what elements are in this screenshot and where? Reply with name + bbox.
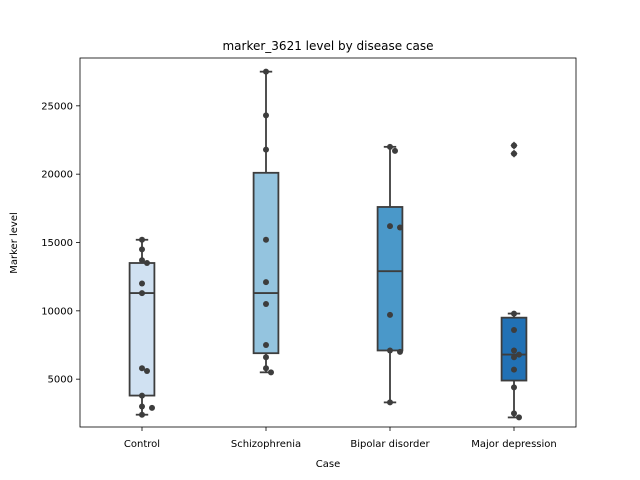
data-point <box>516 414 522 421</box>
plot-frame <box>79 57 577 428</box>
data-point <box>387 399 393 406</box>
data-point <box>511 326 517 333</box>
box-2 <box>376 206 404 352</box>
x-tick-label: Major depression <box>471 439 557 450</box>
y-tick-label: 10000 <box>41 306 73 317</box>
data-point <box>387 143 393 150</box>
data-point <box>139 246 145 253</box>
data-point <box>511 150 517 157</box>
data-point <box>139 403 145 410</box>
data-point <box>139 392 145 399</box>
data-point <box>139 411 145 418</box>
data-point <box>263 342 269 348</box>
data-point <box>139 290 145 297</box>
data-point <box>511 354 517 361</box>
data-point <box>397 348 403 355</box>
y-tick-label: 5000 <box>48 375 73 386</box>
x-tick-label: Schizophrenia <box>231 439 301 450</box>
x-axis-label: Case <box>316 459 340 470</box>
data-point <box>511 310 517 317</box>
y-tick-label: 15000 <box>41 238 73 249</box>
data-point <box>144 367 150 374</box>
data-point <box>139 236 145 243</box>
data-point <box>516 351 522 358</box>
data-point <box>387 347 393 354</box>
box-1 <box>252 171 280 355</box>
data-point <box>387 223 393 230</box>
data-point <box>511 410 517 417</box>
data-point <box>139 257 145 264</box>
data-point <box>263 146 269 153</box>
chart-title: marker_3621 level by disease case <box>222 39 433 53</box>
data-point <box>263 68 269 75</box>
data-point <box>263 301 269 307</box>
data-point <box>387 311 393 318</box>
data-point <box>263 354 269 361</box>
x-tick-label: Control <box>124 439 160 450</box>
data-point <box>139 365 145 372</box>
data-point <box>511 142 517 149</box>
data-point <box>144 260 150 266</box>
data-point <box>511 384 517 391</box>
data-point <box>263 112 269 119</box>
data-point <box>263 365 269 372</box>
y-tick-label: 25000 <box>41 101 73 112</box>
data-point <box>139 280 145 287</box>
data-point <box>511 366 517 373</box>
data-point <box>392 147 398 154</box>
data-point <box>268 369 274 376</box>
data-point <box>397 224 403 231</box>
data-point <box>149 404 155 411</box>
y-axis-label: Marker level <box>9 212 20 274</box>
y-tick-label: 20000 <box>41 170 73 181</box>
data-point <box>263 236 269 243</box>
data-point <box>263 279 269 286</box>
x-tick-label: Bipolar disorder <box>350 439 430 450</box>
data-point <box>511 347 517 354</box>
